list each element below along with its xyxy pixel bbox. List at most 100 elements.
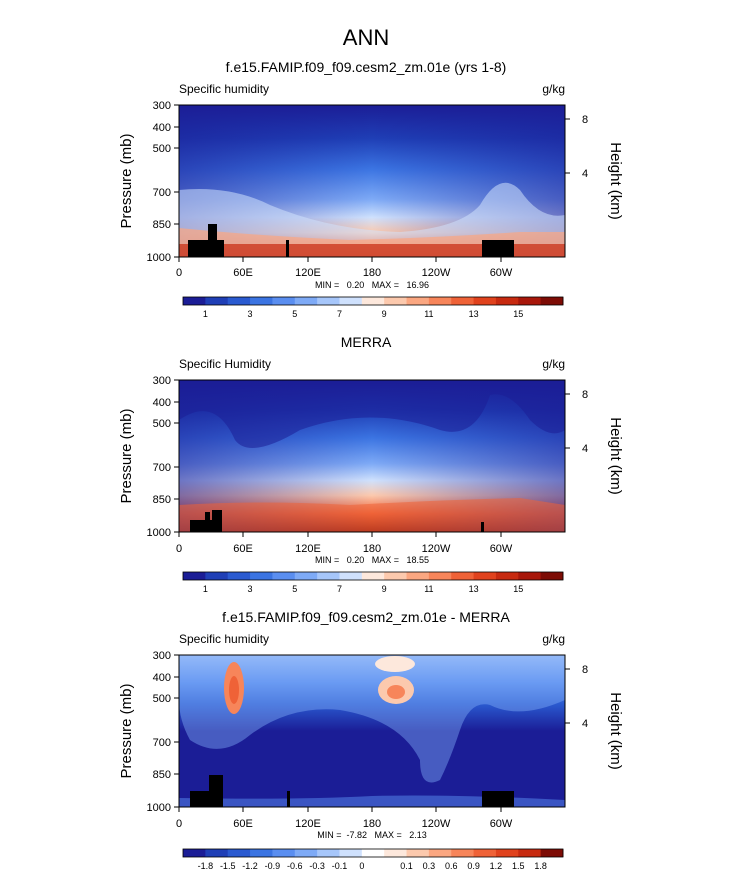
colorbar-label: 0.1 — [400, 861, 413, 871]
colorbar-swatch — [451, 572, 474, 580]
colorbar-label: 1.5 — [512, 861, 525, 871]
y-ticks-left: 300 400 500 700 850 1000 — [147, 650, 179, 814]
panel-title: f.e15.FAMIP.f09_f09.cesm2_zm.01e (yrs 1-… — [226, 59, 507, 75]
colorbar-swatch — [518, 297, 542, 305]
colorbar-swatch — [518, 849, 542, 857]
x-tick-label: 120W — [422, 818, 451, 830]
x-ticks: 0 60E 120E 180 120W 60W — [176, 532, 513, 555]
colorbar-swatch — [183, 572, 206, 580]
colorbar-label: 15 — [513, 309, 523, 319]
colorbar-frame — [182, 848, 564, 858]
units-label: g/kg — [542, 82, 565, 96]
y-ticks-right: 8 4 — [565, 114, 588, 180]
colorbar-swatch — [272, 297, 296, 305]
colorbar-label: -0.1 — [332, 861, 348, 871]
colorbar-swatch — [384, 297, 407, 305]
right-tick-label: 4 — [582, 443, 588, 455]
colorbar-label: 9 — [382, 584, 387, 594]
y-tick-label: 1000 — [147, 802, 171, 814]
colorbar-frame — [182, 296, 564, 306]
colorbar-swatch — [272, 572, 296, 580]
panel-title: MERRA — [341, 334, 392, 350]
colorbar-label: 0.6 — [445, 861, 458, 871]
colorbar-swatch — [317, 849, 340, 857]
y-axis-label: Pressure (mb) — [118, 133, 135, 228]
y-tick-label: 700 — [153, 187, 171, 199]
colorbar-swatch — [205, 572, 229, 580]
colorbar-label: 15 — [513, 584, 523, 594]
colorbar-label: -0.6 — [287, 861, 303, 871]
x-tick-label: 60W — [490, 543, 513, 555]
colorbar-swatch — [540, 849, 564, 857]
colorbar-label: -1.8 — [198, 861, 214, 871]
right-tick-label: 8 — [582, 664, 588, 676]
colorbar-label: 1 — [203, 584, 208, 594]
y-tick-label: 1000 — [147, 527, 171, 539]
x-tick-label: 60W — [490, 818, 513, 830]
y-tick-label: 300 — [153, 650, 171, 662]
colorbar-swatch — [540, 572, 564, 580]
units-label: g/kg — [542, 357, 565, 371]
x-tick-label: 120W — [422, 267, 451, 279]
colorbar-swatch — [317, 297, 340, 305]
y-tick-label: 300 — [153, 100, 171, 112]
x-tick-label: 60E — [233, 818, 253, 830]
contour-field — [179, 105, 565, 257]
colorbar-swatch — [428, 297, 452, 305]
colorbar-swatch — [294, 572, 318, 580]
colorbar-swatch — [272, 849, 296, 857]
x-tick-label: 0 — [176, 267, 182, 279]
y-tick-label: 500 — [153, 143, 171, 155]
colorbar-label: 0.3 — [423, 861, 436, 871]
colorbar-swatch — [294, 297, 318, 305]
y-tick-label: 700 — [153, 462, 171, 474]
y-ticks-right: 8 4 — [565, 664, 588, 730]
colorbar-label: 3 — [248, 584, 253, 594]
y-axis-label: Pressure (mb) — [118, 408, 135, 503]
x-tick-label: 120E — [295, 818, 321, 830]
y-tick-label: 400 — [153, 397, 171, 409]
colorbar-label: 5 — [292, 584, 297, 594]
field-label: Specific Humidity — [179, 357, 271, 371]
colorbar-swatch — [339, 297, 363, 305]
figure-title: ANN — [343, 25, 389, 50]
y-axis-label: Pressure (mb) — [118, 683, 135, 778]
colorbar-swatch — [428, 849, 452, 857]
colorbar-label: -1.5 — [220, 861, 236, 871]
colorbar-label: 3 — [248, 309, 253, 319]
y-axis-label-right: Height (km) — [607, 692, 624, 770]
colorbar-swatch — [495, 297, 519, 305]
x-tick-label: 0 — [176, 818, 182, 830]
x-tick-label: 120W — [422, 543, 451, 555]
colorbar: -1.8 -1.5 -1.2 -0.9 -0.6 -0.3 -0.1 0 0.1 0.3 0.6 0.… — [182, 848, 564, 871]
x-tick-label: 120E — [295, 543, 321, 555]
colorbar-swatch — [406, 297, 430, 305]
colorbar-swatch — [451, 297, 474, 305]
colorbar-label: 5 — [292, 309, 297, 319]
colorbar: 1 3 5 7 9 11 13 15 — [182, 571, 564, 594]
panel-title: f.e15.FAMIP.f09_f09.cesm2_zm.01e - MERRA — [222, 609, 510, 625]
contour-field — [179, 655, 565, 807]
x-tick-label: 60E — [233, 543, 253, 555]
colorbar-swatch — [250, 297, 273, 305]
x-ticks: 0 60E 120E 180 120W 60W — [176, 807, 513, 830]
colorbar-swatch — [339, 849, 363, 857]
field-label: Specific humidity — [179, 632, 269, 646]
y-tick-label: 500 — [153, 693, 171, 705]
y-tick-label: 850 — [153, 769, 171, 781]
y-ticks-right: 8 4 — [565, 389, 588, 455]
colorbar-swatch — [183, 297, 206, 305]
x-tick-label: 60W — [490, 267, 513, 279]
colorbar-swatch — [250, 849, 273, 857]
y-ticks-left: 300 400 500 700 850 1000 — [147, 100, 179, 264]
panel-diff: f.e15.FAMIP.f09_f09.cesm2_zm.01e - MERRA… — [118, 609, 624, 871]
x-tick-label: 180 — [363, 818, 381, 830]
x-tick-label: 0 — [176, 543, 182, 555]
y-tick-label: 300 — [153, 375, 171, 387]
y-axis-label-right: Height (km) — [607, 417, 624, 495]
colorbar-swatch — [339, 572, 363, 580]
colorbar-label: -0.9 — [265, 861, 281, 871]
colorbar-swatch — [406, 572, 430, 580]
colorbar-label: 7 — [337, 309, 342, 319]
colorbar-swatch — [361, 297, 385, 305]
